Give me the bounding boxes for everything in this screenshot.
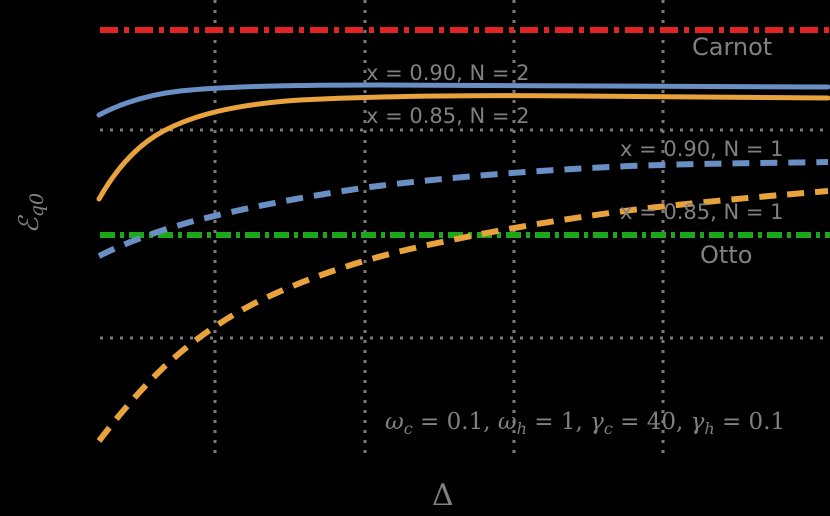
y-axis-label: ℰq0 — [14, 178, 48, 248]
omega-c-subscript: c — [403, 418, 413, 438]
curve-x085-n2 — [96, 93, 830, 202]
carnot-line-label: Carnot — [692, 33, 773, 61]
gamma-h-value: = 0.1 — [721, 409, 786, 435]
gamma-h-subscript: h — [704, 418, 715, 438]
otto-line-label: Otto — [700, 241, 753, 269]
omega-c-value: = 0.1, — [420, 409, 491, 435]
series-label-x085-n2: x = 0.85, N = 2 — [366, 104, 530, 128]
x-axis-label: Δ — [432, 478, 454, 513]
series-label-x090-n2: x = 0.90, N = 2 — [366, 61, 530, 85]
gamma-c-subscript: c — [603, 418, 613, 438]
gridlines — [100, 0, 830, 455]
curve-x085-n1 — [96, 188, 829, 443]
series-label-x090-n1: x = 0.90, N = 1 — [620, 137, 784, 161]
series-label-x085-n1: x = 0.85, N = 1 — [620, 200, 784, 224]
omega-c-symbol: ω — [385, 409, 404, 435]
gamma-c-symbol: γ — [590, 409, 604, 435]
omega-h-subscript: h — [516, 418, 527, 438]
omega-h-value: = 1, — [534, 409, 583, 435]
curve-x090-n1 — [97, 159, 829, 259]
y-axis-label-main: ℰ — [13, 217, 45, 234]
gamma-c-value: = 40, — [620, 409, 684, 435]
y-axis-label-subscript: q0 — [26, 192, 49, 218]
gamma-h-symbol: γ — [690, 409, 705, 435]
curve-x090-n2 — [96, 82, 830, 118]
parameter-annotation: ωc = 0.1, ωh = 1, γc = 40, γh = 0.1 — [385, 409, 785, 438]
omega-h-symbol: ω — [497, 409, 517, 435]
